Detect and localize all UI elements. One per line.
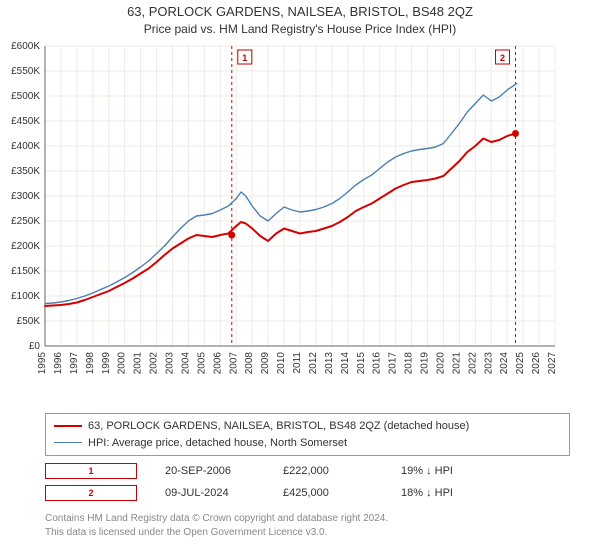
svg-text:£100K: £100K xyxy=(11,291,40,302)
legend-item: HPI: Average price, detached house, Nort… xyxy=(54,435,561,452)
svg-text:2012: 2012 xyxy=(308,352,319,375)
footer-line-2: This data is licensed under the Open Gov… xyxy=(45,526,570,540)
sale-date: 09-JUL-2024 xyxy=(165,487,255,499)
svg-text:2020: 2020 xyxy=(435,352,446,375)
svg-text:2004: 2004 xyxy=(180,352,191,375)
legend-swatch xyxy=(54,425,82,427)
legend-item: 63, PORLOCK GARDENS, NAILSEA, BRISTOL, B… xyxy=(54,418,561,435)
legend-label: 63, PORLOCK GARDENS, NAILSEA, BRISTOL, B… xyxy=(88,418,469,435)
sale-price: £222,000 xyxy=(283,465,373,477)
svg-text:2014: 2014 xyxy=(340,352,351,375)
svg-text:2024: 2024 xyxy=(499,352,510,375)
svg-text:2023: 2023 xyxy=(483,352,494,375)
chart-canvas: £0 £50K £100K £150K £200K £250K £300K £350K £400… xyxy=(0,36,600,407)
svg-text:2013: 2013 xyxy=(324,352,335,375)
svg-text:£300K: £300K xyxy=(11,191,40,202)
svg-text:2027: 2027 xyxy=(547,352,558,375)
legend-label: HPI: Average price, detached house, Nort… xyxy=(88,435,347,452)
svg-text:£600K: £600K xyxy=(11,41,40,52)
sale-delta: 18% ↓ HPI xyxy=(401,487,491,499)
svg-text:2000: 2000 xyxy=(117,352,128,375)
svg-text:2016: 2016 xyxy=(372,352,383,375)
svg-text:1996: 1996 xyxy=(53,352,64,375)
legend-swatch xyxy=(54,442,82,443)
svg-text:1: 1 xyxy=(242,53,247,63)
svg-text:2018: 2018 xyxy=(404,352,415,375)
svg-text:£550K: £550K xyxy=(11,66,40,77)
svg-text:£0: £0 xyxy=(29,341,41,352)
svg-text:£450K: £450K xyxy=(11,116,40,127)
svg-text:£50K: £50K xyxy=(17,316,41,327)
sale-price: £425,000 xyxy=(283,487,373,499)
svg-text:2010: 2010 xyxy=(276,352,287,375)
svg-text:2011: 2011 xyxy=(292,352,303,374)
svg-text:1999: 1999 xyxy=(101,352,112,375)
svg-text:£150K: £150K xyxy=(11,266,40,277)
svg-text:2: 2 xyxy=(500,53,505,63)
svg-text:2019: 2019 xyxy=(420,352,431,375)
chart-title-sub: Price paid vs. HM Land Registry's House … xyxy=(0,22,600,36)
svg-text:2009: 2009 xyxy=(260,352,271,375)
svg-text:£400K: £400K xyxy=(11,141,40,152)
svg-text:1998: 1998 xyxy=(85,352,96,375)
svg-text:1997: 1997 xyxy=(69,352,80,375)
legend: 63, PORLOCK GARDENS, NAILSEA, BRISTOL, B… xyxy=(45,413,570,456)
line-chart-svg: £0 £50K £100K £150K £200K £250K £300K £350K £400… xyxy=(0,36,590,402)
svg-text:2001: 2001 xyxy=(133,352,144,375)
svg-text:2002: 2002 xyxy=(149,352,160,375)
sales-table: 1 20-SEP-2006 £222,000 19% ↓ HPI 2 09-JUL-202… xyxy=(45,460,570,504)
svg-text:£250K: £250K xyxy=(11,216,40,227)
svg-text:2003: 2003 xyxy=(165,352,176,375)
chart-titles: 63, PORLOCK GARDENS, NAILSEA, BRISTOL, B… xyxy=(0,0,600,36)
sale-delta: 19% ↓ HPI xyxy=(401,465,491,477)
svg-text:2007: 2007 xyxy=(228,352,239,375)
svg-text:£350K: £350K xyxy=(11,166,40,177)
svg-text:£200K: £200K xyxy=(11,241,40,252)
svg-text:2021: 2021 xyxy=(451,352,462,375)
sale-marker-icon: 2 xyxy=(45,485,137,501)
svg-text:2022: 2022 xyxy=(467,352,478,375)
svg-text:2017: 2017 xyxy=(388,352,399,375)
sale-marker-icon: 1 xyxy=(45,463,137,479)
chart-title-main: 63, PORLOCK GARDENS, NAILSEA, BRISTOL, B… xyxy=(0,4,600,19)
svg-text:2015: 2015 xyxy=(356,352,367,375)
sale-row: 1 20-SEP-2006 £222,000 19% ↓ HPI xyxy=(45,460,570,482)
footer-attribution: Contains HM Land Registry data © Crown c… xyxy=(45,512,570,539)
svg-text:2026: 2026 xyxy=(531,352,542,375)
svg-text:£500K: £500K xyxy=(11,91,40,102)
svg-text:2008: 2008 xyxy=(244,352,255,375)
svg-text:1995: 1995 xyxy=(37,352,48,375)
sale-row: 2 09-JUL-2024 £425,000 18% ↓ HPI xyxy=(45,482,570,504)
svg-text:2005: 2005 xyxy=(196,352,207,375)
svg-text:2006: 2006 xyxy=(212,352,223,375)
svg-text:2025: 2025 xyxy=(515,352,526,375)
footer-line-1: Contains HM Land Registry data © Crown c… xyxy=(45,512,570,526)
sale-date: 20-SEP-2006 xyxy=(165,465,255,477)
